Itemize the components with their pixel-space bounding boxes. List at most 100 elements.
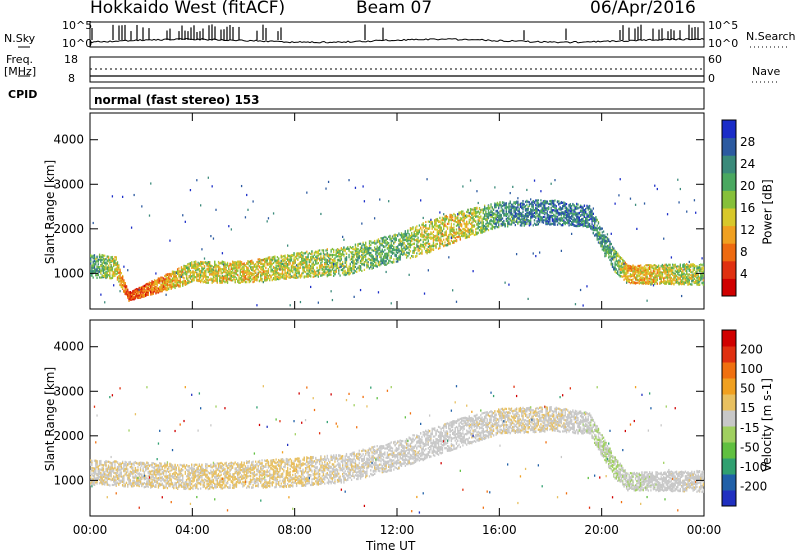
data-cell: [225, 279, 227, 282]
data-cell: [321, 257, 323, 260]
data-cell: [417, 248, 419, 251]
data-cell: [491, 206, 493, 209]
data-cell: [281, 273, 284, 277]
data-cell: [399, 258, 401, 261]
data-cell: [492, 213, 495, 216]
data-cell: [486, 221, 488, 224]
data-cell: [243, 268, 245, 271]
data-cell: [490, 220, 492, 223]
data-cell: [403, 241, 405, 245]
data-cell: [441, 218, 444, 221]
data-cell: [294, 265, 296, 268]
data-cell: [422, 236, 424, 239]
data-cell: [312, 261, 314, 264]
data-cell: [403, 239, 405, 242]
data-cell: [430, 222, 432, 225]
data-cell: [174, 277, 176, 280]
data-cell: [463, 214, 465, 218]
data-cell: [219, 274, 221, 278]
data-cell: [178, 272, 180, 275]
data-cell: [174, 286, 176, 290]
data-cell: [450, 239, 453, 242]
data-cell: [115, 273, 117, 276]
data-cell: [191, 280, 193, 283]
data-cell: [203, 257, 206, 260]
data-cell: [408, 245, 410, 249]
data-cell: [288, 258, 290, 261]
data-cell: [423, 243, 426, 246]
data-cell: [345, 265, 348, 268]
data-cell: [500, 222, 502, 226]
data-cell: [143, 287, 146, 290]
data-cell: [485, 211, 487, 214]
data-cell: [379, 263, 381, 266]
data-cell: [280, 272, 282, 275]
data-cell: [176, 281, 179, 284]
data-cell: [229, 264, 231, 267]
data-cell: [358, 257, 360, 260]
data-cell: [455, 220, 458, 224]
data-cell: [377, 239, 380, 242]
data-cell: [473, 218, 476, 221]
data-cell: [96, 265, 98, 268]
data-cell: [134, 292, 137, 296]
data-cell: [321, 267, 323, 271]
data-cell: [526, 213, 528, 216]
data-cell: [174, 271, 176, 274]
data-cell: [278, 272, 280, 275]
data-cell: [303, 268, 305, 271]
data-cell: [460, 229, 463, 232]
data-cell: [215, 270, 217, 273]
data-cell: [168, 279, 170, 282]
data-cell: [379, 242, 381, 245]
data-cell: [174, 284, 176, 287]
data-cell: [427, 234, 429, 237]
data-cell: [278, 260, 280, 263]
data-cell: [354, 246, 357, 249]
data-cell: [185, 281, 188, 284]
data-cell: [156, 281, 158, 284]
data-cell: [523, 205, 525, 209]
data-cell: [413, 242, 415, 246]
data-cell: [467, 229, 469, 232]
data-cell: [248, 269, 250, 272]
data-cell: [494, 203, 496, 206]
data-cell: [371, 267, 373, 270]
data-cell: [279, 261, 281, 264]
data-cell: [460, 217, 463, 220]
data-cell: [527, 208, 529, 212]
data-cell: [390, 237, 392, 240]
data-cell: [142, 291, 144, 294]
data-cell: [315, 255, 317, 258]
data-cell: [230, 274, 233, 278]
data-cell: [359, 268, 362, 271]
data-cell: [463, 228, 465, 232]
data-cell: [437, 224, 440, 227]
data-cell: [257, 268, 259, 271]
data-cell: [372, 263, 374, 266]
data-cell: [436, 236, 438, 239]
data-cell: [338, 272, 340, 275]
data-cell: [329, 253, 331, 256]
data-cell: [206, 268, 208, 271]
data-cell: [109, 274, 111, 277]
data-cell: [394, 240, 396, 244]
data-cell: [350, 260, 353, 264]
data-cell: [216, 279, 218, 283]
data-cell: [100, 293, 102, 296]
data-cell: [508, 215, 510, 218]
data-cell: [353, 269, 355, 272]
data-cell: [441, 223, 444, 226]
data-cell: [160, 287, 162, 290]
data-cell: [395, 254, 398, 258]
data-cell: [523, 214, 525, 217]
data-cell: [407, 242, 409, 245]
data-cell: [240, 184, 243, 188]
data-cell: [111, 258, 114, 261]
data-cell: [471, 223, 473, 226]
data-cell: [318, 257, 321, 260]
data-cell: [522, 214, 524, 217]
data-cell: [272, 255, 275, 259]
data-cell: [500, 206, 502, 209]
data-cell: [457, 232, 459, 235]
